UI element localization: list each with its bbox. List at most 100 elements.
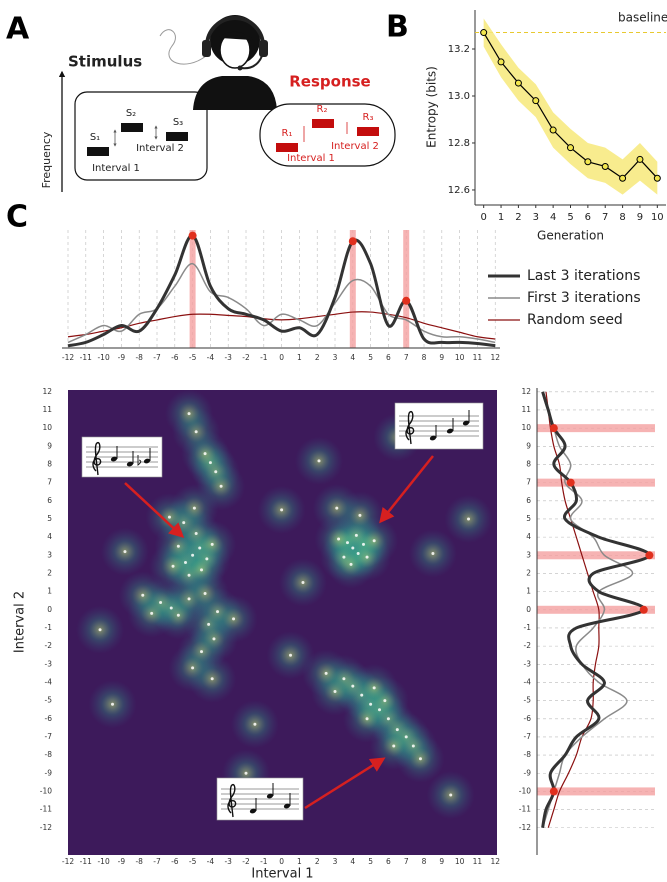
x-tick-label: -7 — [153, 353, 161, 362]
density-layer — [76, 390, 493, 820]
point — [383, 699, 387, 703]
x-tick-label: -2 — [242, 353, 250, 362]
point — [386, 717, 390, 721]
y-tick-label: 4 — [47, 532, 52, 541]
point — [317, 459, 321, 463]
point — [187, 573, 191, 577]
point — [324, 671, 328, 675]
x-tick-label: -6 — [171, 857, 179, 866]
point — [219, 484, 223, 488]
music-insets — [81, 402, 484, 821]
x-tick-label: 8 — [422, 857, 427, 866]
headband — [205, 16, 265, 47]
x-tick-label: 8 — [619, 212, 625, 223]
peak-marker — [188, 231, 197, 240]
y-tick-label: -8 — [45, 750, 53, 759]
point — [514, 79, 522, 87]
note — [283, 803, 291, 809]
tone-bar — [276, 143, 298, 152]
note — [446, 428, 454, 434]
point — [244, 771, 248, 775]
x-tick-label: -1 — [260, 353, 268, 362]
x-tick-label: 9 — [637, 212, 643, 223]
point — [111, 702, 115, 706]
x-tick-label: 3 — [333, 857, 338, 866]
y-tick-label: -3 — [45, 659, 53, 668]
x-tick-label: -5 — [189, 353, 197, 362]
point — [232, 617, 236, 621]
point — [411, 744, 415, 748]
y-tick-label: 1 — [47, 587, 52, 596]
x-tick-label: 2 — [515, 212, 521, 223]
point — [392, 744, 396, 748]
y-tick-label: 11 — [521, 405, 531, 414]
y-tick-label: -9 — [45, 768, 53, 777]
staff — [221, 788, 299, 810]
point — [369, 702, 373, 706]
listener-icon — [159, 15, 277, 110]
pointer-arrow — [124, 482, 185, 539]
y-tick-label: -7 — [45, 732, 53, 741]
tone-label: S₁ — [90, 132, 100, 143]
note — [462, 420, 470, 426]
staff — [399, 415, 479, 437]
point — [365, 555, 369, 559]
y-tick-label: 10 — [521, 423, 531, 432]
score-inset — [81, 436, 163, 478]
point — [395, 728, 399, 732]
point — [601, 162, 609, 170]
point — [365, 717, 369, 721]
point — [342, 677, 346, 681]
diagram-title: Stimulus — [68, 53, 142, 71]
y-tick-label: 13.2 — [448, 44, 470, 55]
y-tick-label: -10 — [519, 786, 531, 795]
point — [653, 174, 661, 182]
interval-label: Interval 2 — [331, 141, 379, 152]
point — [171, 564, 175, 568]
y-tick-label: -4 — [45, 677, 53, 686]
point — [203, 591, 207, 595]
peak-band — [403, 230, 410, 348]
point — [141, 593, 145, 597]
peak-marker — [549, 787, 558, 796]
y-tick-label: 3 — [47, 550, 52, 559]
x-tick-label: 2 — [315, 353, 320, 362]
y-tick-label: 9 — [526, 441, 531, 450]
cable — [159, 29, 207, 65]
point — [372, 539, 376, 543]
clef — [92, 441, 102, 476]
point — [584, 158, 592, 166]
axis-label: Frequency — [40, 131, 53, 188]
point — [200, 568, 204, 572]
x-tick-label: 8 — [422, 353, 427, 362]
mic — [237, 65, 243, 71]
peak-band — [349, 230, 356, 348]
point — [351, 684, 355, 688]
x-tick-label: 6 — [386, 857, 391, 866]
y-tick-label: -6 — [45, 714, 53, 723]
x-tick-label: 11 — [473, 353, 483, 362]
point — [378, 708, 382, 712]
point — [176, 544, 180, 548]
fringe — [219, 32, 253, 42]
stimulus-box — [74, 91, 208, 181]
x-tick-label: 0 — [480, 212, 486, 223]
x-tick-label: 6 — [585, 212, 591, 223]
point — [280, 508, 284, 512]
point — [150, 611, 154, 615]
y-tick-label: -9 — [524, 768, 532, 777]
x-tick-label: -1 — [260, 857, 268, 866]
interval-label: Interval 1 — [92, 163, 140, 174]
tone-label: R₃ — [363, 112, 374, 123]
x-tick-label: 5 — [368, 857, 373, 866]
point — [200, 650, 204, 654]
y-tick-label: 12 — [521, 387, 531, 396]
panel-letter: B — [386, 10, 409, 45]
point — [349, 562, 353, 566]
point — [198, 546, 202, 550]
point — [356, 551, 360, 555]
x-tick-label: 5 — [368, 353, 373, 362]
peak-marker — [566, 478, 575, 487]
interval-label: Interval 2 — [136, 143, 184, 154]
